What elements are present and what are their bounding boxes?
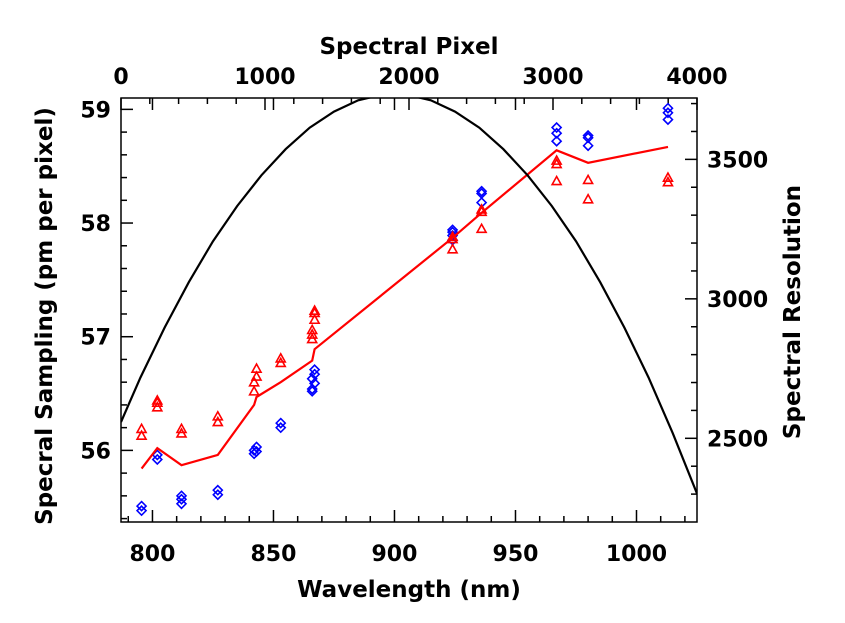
- diamond-point: [308, 364, 321, 376]
- triangle-point: [662, 171, 674, 182]
- x-tick-label: 850: [251, 542, 297, 567]
- diamond-point: [582, 140, 594, 152]
- triangle-point: [662, 175, 674, 187]
- series-layer: [121, 98, 697, 517]
- y-tick-label: 56: [80, 439, 111, 464]
- triangle-point: [248, 385, 260, 396]
- triangle-point: [306, 328, 319, 339]
- triangle-point: [582, 173, 594, 185]
- triangle-point: [175, 427, 188, 438]
- triangle-point: [446, 243, 459, 254]
- resolution-curve: [121, 98, 697, 495]
- y-axis-title: Specral Sampling (pm per pixel): [32, 107, 58, 525]
- diamond-point: [248, 444, 260, 457]
- tick-marks: [120, 98, 698, 522]
- triangle-point: [550, 157, 563, 169]
- diamond-point: [662, 102, 674, 114]
- diamond-point: [275, 417, 287, 429]
- triangle-point: [550, 174, 563, 186]
- x-tick-label: 950: [493, 542, 539, 567]
- triangle-point: [306, 332, 319, 344]
- triangle-point: [248, 376, 260, 387]
- triangle-point: [135, 429, 148, 441]
- x-tick-label: 900: [372, 542, 418, 567]
- sampling-fit-line: [140, 145, 669, 470]
- triangle-point: [274, 352, 287, 363]
- diamond-point: [151, 453, 163, 466]
- diamond-point: [175, 493, 188, 505]
- y-tick-label: 59: [80, 98, 111, 123]
- triangle-point: [211, 415, 224, 427]
- triangle-point: [175, 422, 188, 434]
- triangle-point: [151, 396, 164, 408]
- right-y-tick-label: 3000: [707, 288, 768, 313]
- x-tick-label: 800: [129, 542, 175, 567]
- top-x-tick-label: 1000: [234, 65, 295, 90]
- triangle-point: [582, 193, 594, 204]
- diamond-point: [175, 498, 188, 510]
- diamond-point: [250, 445, 263, 458]
- diamond-point: [212, 484, 224, 496]
- diamond-point: [582, 129, 594, 142]
- triangle-point: [274, 356, 287, 368]
- diamond-point: [662, 107, 674, 119]
- diamond-point: [135, 505, 148, 517]
- triangle-point: [550, 154, 563, 165]
- diamond-point: [275, 422, 287, 434]
- top-x-tick-label: 3000: [522, 65, 583, 90]
- right-y-tick-label: 3500: [707, 148, 768, 173]
- diamond-point: [212, 489, 224, 501]
- x-axis-title: Wavelength (nm): [297, 577, 521, 603]
- triangle-point: [475, 222, 488, 234]
- diamond-point: [475, 185, 488, 197]
- tick-labels: 800 850 900 950 1000 0 1000 2000 3000 4000 56 57 58 5…: [80, 65, 768, 567]
- y-tick-label: 58: [80, 212, 111, 237]
- diamond-point: [250, 441, 263, 453]
- triangle-point: [211, 410, 224, 421]
- x-tick-label: 1000: [606, 542, 667, 567]
- top-x-tick-label: 0: [113, 65, 128, 90]
- right-y-tick-label: 2500: [707, 427, 768, 452]
- triangle-point: [250, 370, 263, 381]
- diamond-point: [550, 135, 563, 147]
- diamond-point: [550, 121, 563, 134]
- top-axis-title: Spectral Pixel: [319, 34, 498, 60]
- diamond-point: [135, 500, 148, 512]
- triangle-point: [151, 401, 164, 412]
- top-x-tick-label: 2000: [378, 65, 439, 90]
- y-tick-label: 57: [80, 326, 111, 351]
- triangle-point: [308, 313, 321, 325]
- diamond-point: [308, 377, 321, 389]
- right-axis-title: Spectral Resolution: [780, 185, 806, 439]
- diamond-point: [248, 448, 260, 460]
- top-x-tick-label: 4000: [666, 65, 727, 90]
- diamond-point: [662, 113, 674, 126]
